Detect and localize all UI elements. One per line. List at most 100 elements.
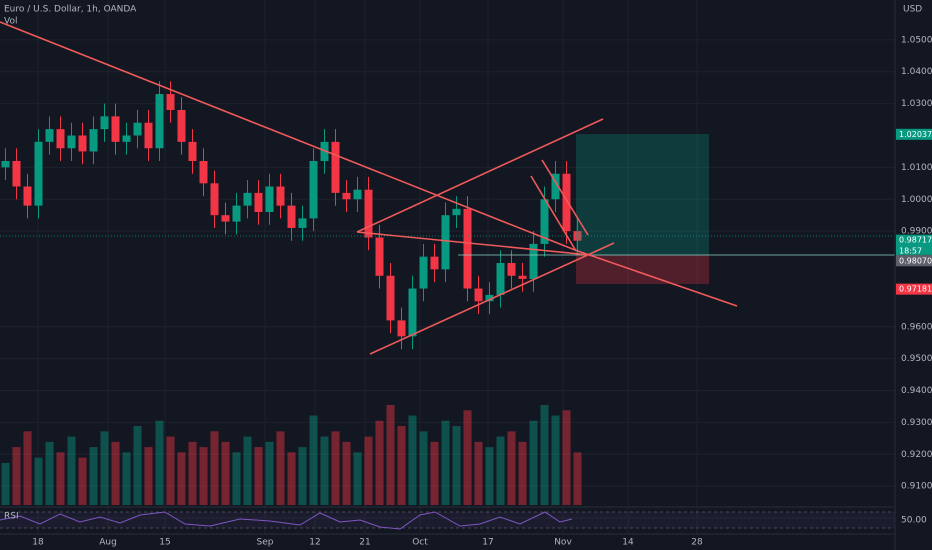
trendline: [541, 159, 589, 236]
x-tick-label: 17: [482, 538, 493, 548]
price-badge: [896, 128, 932, 140]
x-tick-label: Sep: [257, 538, 274, 548]
candle-body: [210, 183, 219, 216]
volume-bar: [408, 415, 417, 505]
trendline: [356, 231, 591, 256]
candle-body: [518, 275, 527, 279]
y-tick-label: 0.91000: [901, 482, 932, 492]
candle-body: [276, 186, 285, 206]
candle-body: [232, 205, 241, 222]
volume-label: Vol: [4, 17, 17, 27]
trendline: [356, 118, 604, 233]
candle-body: [221, 215, 230, 222]
rsi-label: RSI: [4, 512, 19, 522]
volume-bar: [463, 410, 472, 505]
volume-bar: [254, 447, 263, 505]
volume-bar: [518, 441, 527, 505]
price-badge: [896, 283, 932, 295]
volume-bar: [199, 447, 208, 505]
candle-body: [397, 320, 406, 337]
candle-body: [133, 122, 142, 136]
candle-body: [496, 263, 505, 295]
candle-body: [386, 275, 395, 321]
candle-body: [144, 122, 153, 149]
y-tick-label: 1.01000: [901, 163, 932, 173]
price-badge-label: 0.98070: [899, 256, 932, 265]
volume-bar: [397, 426, 406, 505]
candle-body: [463, 208, 472, 289]
volume-bar: [551, 415, 560, 505]
candle-body: [375, 237, 384, 276]
rsi-line: [0, 511, 573, 530]
volume-bar: [89, 447, 98, 505]
candle-body: [430, 256, 439, 270]
volume-bar: [56, 452, 65, 505]
candle-body: [441, 215, 450, 270]
volume-bar: [375, 420, 384, 505]
drawings: [0, 0, 896, 550]
candle-body: [34, 141, 43, 206]
volume-bar: [221, 441, 230, 505]
volume-bar: [78, 457, 87, 505]
candle-body: [254, 192, 263, 213]
candle-body: [199, 160, 208, 184]
candle-body: [166, 94, 175, 110]
price-badge-label: 0.98717: [899, 236, 932, 245]
trendline: [369, 242, 615, 355]
volume-bar: [320, 436, 329, 505]
stop-zone: [576, 255, 709, 284]
price-badge-label: 1.02037: [899, 130, 932, 139]
volume-bar: [573, 452, 582, 505]
volume-bar: [507, 431, 516, 505]
candle-body: [12, 160, 21, 187]
volume-bar: [430, 441, 439, 505]
volume-bar: [34, 457, 43, 505]
volume-bar: [309, 415, 318, 505]
volume-bar: [331, 431, 340, 505]
x-tick-label: 15: [159, 538, 170, 548]
price-badge: [896, 255, 932, 267]
candle-body: [177, 109, 186, 142]
candle-body: [331, 141, 340, 193]
volume-bar: [386, 405, 395, 505]
candle-body: [243, 192, 252, 206]
candles: [1, 81, 582, 505]
volume-bar: [485, 447, 494, 505]
candle-body: [67, 135, 76, 149]
x-tick-label: 18: [32, 538, 44, 548]
candle-body: [188, 141, 197, 161]
candle-body: [474, 288, 483, 302]
volume-bar: [45, 441, 54, 505]
currency-label: USD: [903, 5, 922, 15]
volume-bar: [452, 426, 461, 505]
x-tick-label: Aug: [99, 538, 117, 548]
volume-bar: [111, 441, 120, 505]
x-tick-label: 28: [691, 538, 703, 548]
candle-body: [551, 173, 560, 200]
volume-bar: [364, 436, 373, 505]
volume-bar: [287, 452, 296, 505]
candle-body: [529, 243, 538, 279]
target-zone: [576, 134, 709, 255]
y-tick-label: 1.05000: [901, 35, 932, 45]
candle-body: [122, 135, 131, 142]
volume-bar: [441, 420, 450, 505]
candle-body: [298, 218, 307, 228]
volume-bar: [122, 452, 131, 505]
candle-body: [155, 94, 164, 149]
candle-body: [287, 205, 296, 228]
volume-bar: [298, 447, 307, 505]
candle-body: [562, 173, 571, 232]
candle-body: [56, 129, 65, 149]
volume-bar: [177, 452, 186, 505]
candle-body: [573, 231, 582, 241]
x-tick-label: 21: [359, 538, 370, 548]
volume-bar: [166, 436, 175, 505]
volume-bar: [529, 420, 538, 505]
volume-bar: [232, 452, 241, 505]
